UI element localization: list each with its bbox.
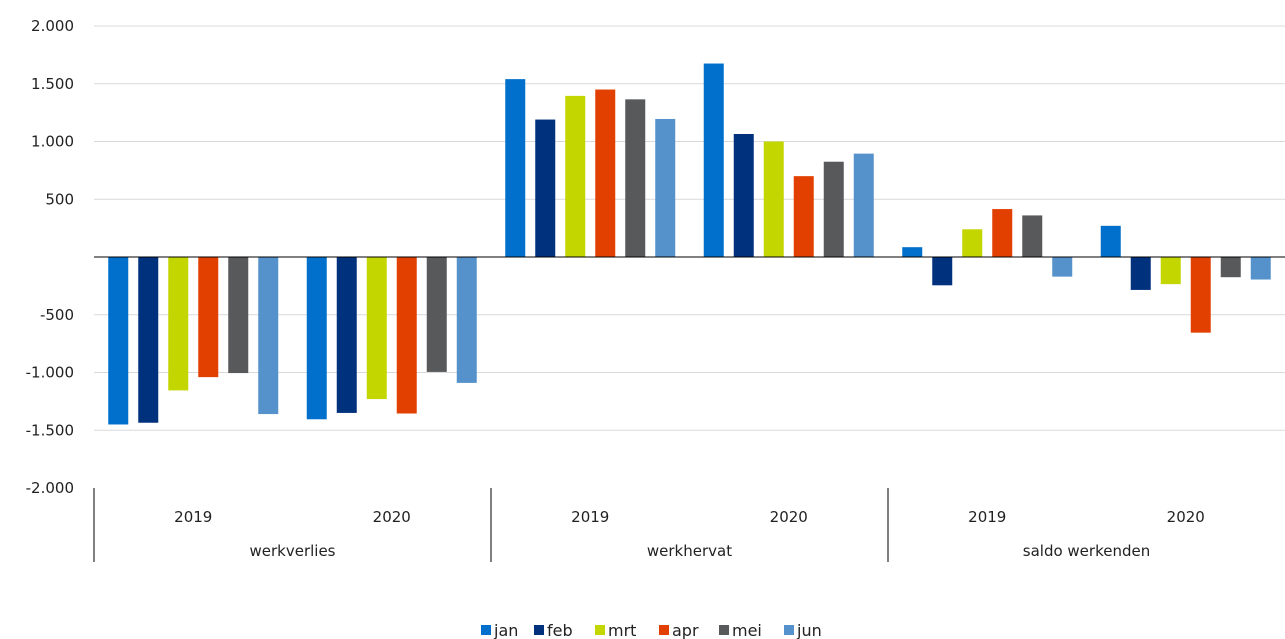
bar-jan-5 [902, 247, 923, 257]
legend-swatch [481, 625, 491, 635]
y-tick-label: -1.500 [26, 421, 74, 439]
legend-item-feb: feb [534, 621, 573, 639]
bar-jan-3 [505, 79, 526, 257]
x-group-label: werkhervat [647, 542, 732, 560]
bar-apr-5 [992, 209, 1013, 257]
legend-item-mrt: mrt [595, 621, 636, 639]
legend-item-jun: jun [784, 621, 822, 639]
bar-feb-3 [535, 119, 556, 258]
bar-apr-3 [595, 89, 616, 258]
x-year-label: 2020 [373, 508, 411, 526]
bar-mei-1 [228, 257, 249, 374]
legend-item-mei: mei [719, 621, 762, 639]
bar-mei-3 [625, 99, 646, 257]
y-axis-tick-labels: 2.000 1.500 1.000 500 -500 -1.000 -1.500 -2.000 [26, 17, 74, 497]
bar-jan-2 [306, 257, 327, 420]
bar-mei-5 [1022, 215, 1043, 257]
legend-item-apr: apr [659, 621, 699, 639]
x-year-label: 2019 [968, 508, 1006, 526]
y-tick-label: 1.500 [31, 75, 74, 93]
legend-label: jun [796, 621, 822, 639]
legend-swatch [595, 625, 605, 635]
x-year-label: 2019 [571, 508, 609, 526]
bar-feb-6 [1130, 257, 1151, 290]
bar-mrt-1 [168, 257, 189, 391]
y-tick-label: -500 [40, 306, 74, 324]
legend-item-jan: jan [481, 621, 518, 639]
legend-label: jan [493, 621, 518, 639]
legend-label: apr [672, 621, 699, 639]
bar-mrt-2 [366, 257, 387, 400]
x-year-label: 2020 [1167, 508, 1205, 526]
gridlines [94, 25, 1285, 431]
bar-jan-6 [1100, 225, 1121, 257]
x-group-label: saldo werkenden [1023, 542, 1150, 560]
bar-mei-6 [1220, 257, 1241, 278]
bar-apr-6 [1190, 257, 1211, 333]
legend-label: mei [732, 621, 762, 639]
legend-label: mrt [608, 621, 636, 639]
legend-swatch [784, 625, 794, 635]
bar-jun-1 [258, 257, 279, 415]
bar-mrt-5 [962, 229, 983, 257]
bar-mrt-4 [763, 141, 784, 257]
bar-jun-2 [456, 257, 477, 383]
y-tick-label: -1.000 [26, 364, 74, 382]
legend-swatch [659, 625, 669, 635]
bar-feb-5 [932, 257, 953, 286]
bar-mei-4 [823, 161, 844, 257]
bar-feb-2 [336, 257, 357, 413]
legend-swatch [719, 625, 729, 635]
legend: jan feb mrt apr mei jun [481, 621, 822, 639]
bar-mrt-3 [565, 95, 586, 257]
bar-apr-4 [793, 176, 814, 257]
x-year-label: 2019 [174, 508, 212, 526]
bar-feb-1 [138, 257, 159, 423]
y-tick-label: 2.000 [31, 17, 74, 35]
bar-jun-5 [1052, 257, 1073, 277]
y-tick-label: 500 [45, 190, 74, 208]
bar-apr-2 [396, 257, 417, 414]
bar-feb-4 [733, 133, 754, 257]
x-year-label: 2020 [770, 508, 808, 526]
x-group-label: werkverlies [249, 542, 335, 560]
y-tick-label: 1.000 [31, 133, 74, 151]
bar-jun-3 [655, 118, 676, 257]
legend-label: feb [547, 621, 573, 639]
bar-mei-2 [426, 257, 447, 372]
y-tick-label: -2.000 [26, 479, 74, 497]
bar-jun-6 [1250, 257, 1271, 280]
bars [108, 63, 1271, 425]
legend-swatch [534, 625, 544, 635]
bar-jan-1 [108, 257, 129, 425]
bar-mrt-6 [1160, 257, 1181, 285]
bar-jan-4 [703, 63, 724, 257]
x-axis: 2019 2020 werkverlies 2019 2020 werkhervat 201… [93, 488, 1205, 562]
bar-apr-1 [198, 257, 219, 378]
bar-jun-4 [853, 153, 874, 257]
